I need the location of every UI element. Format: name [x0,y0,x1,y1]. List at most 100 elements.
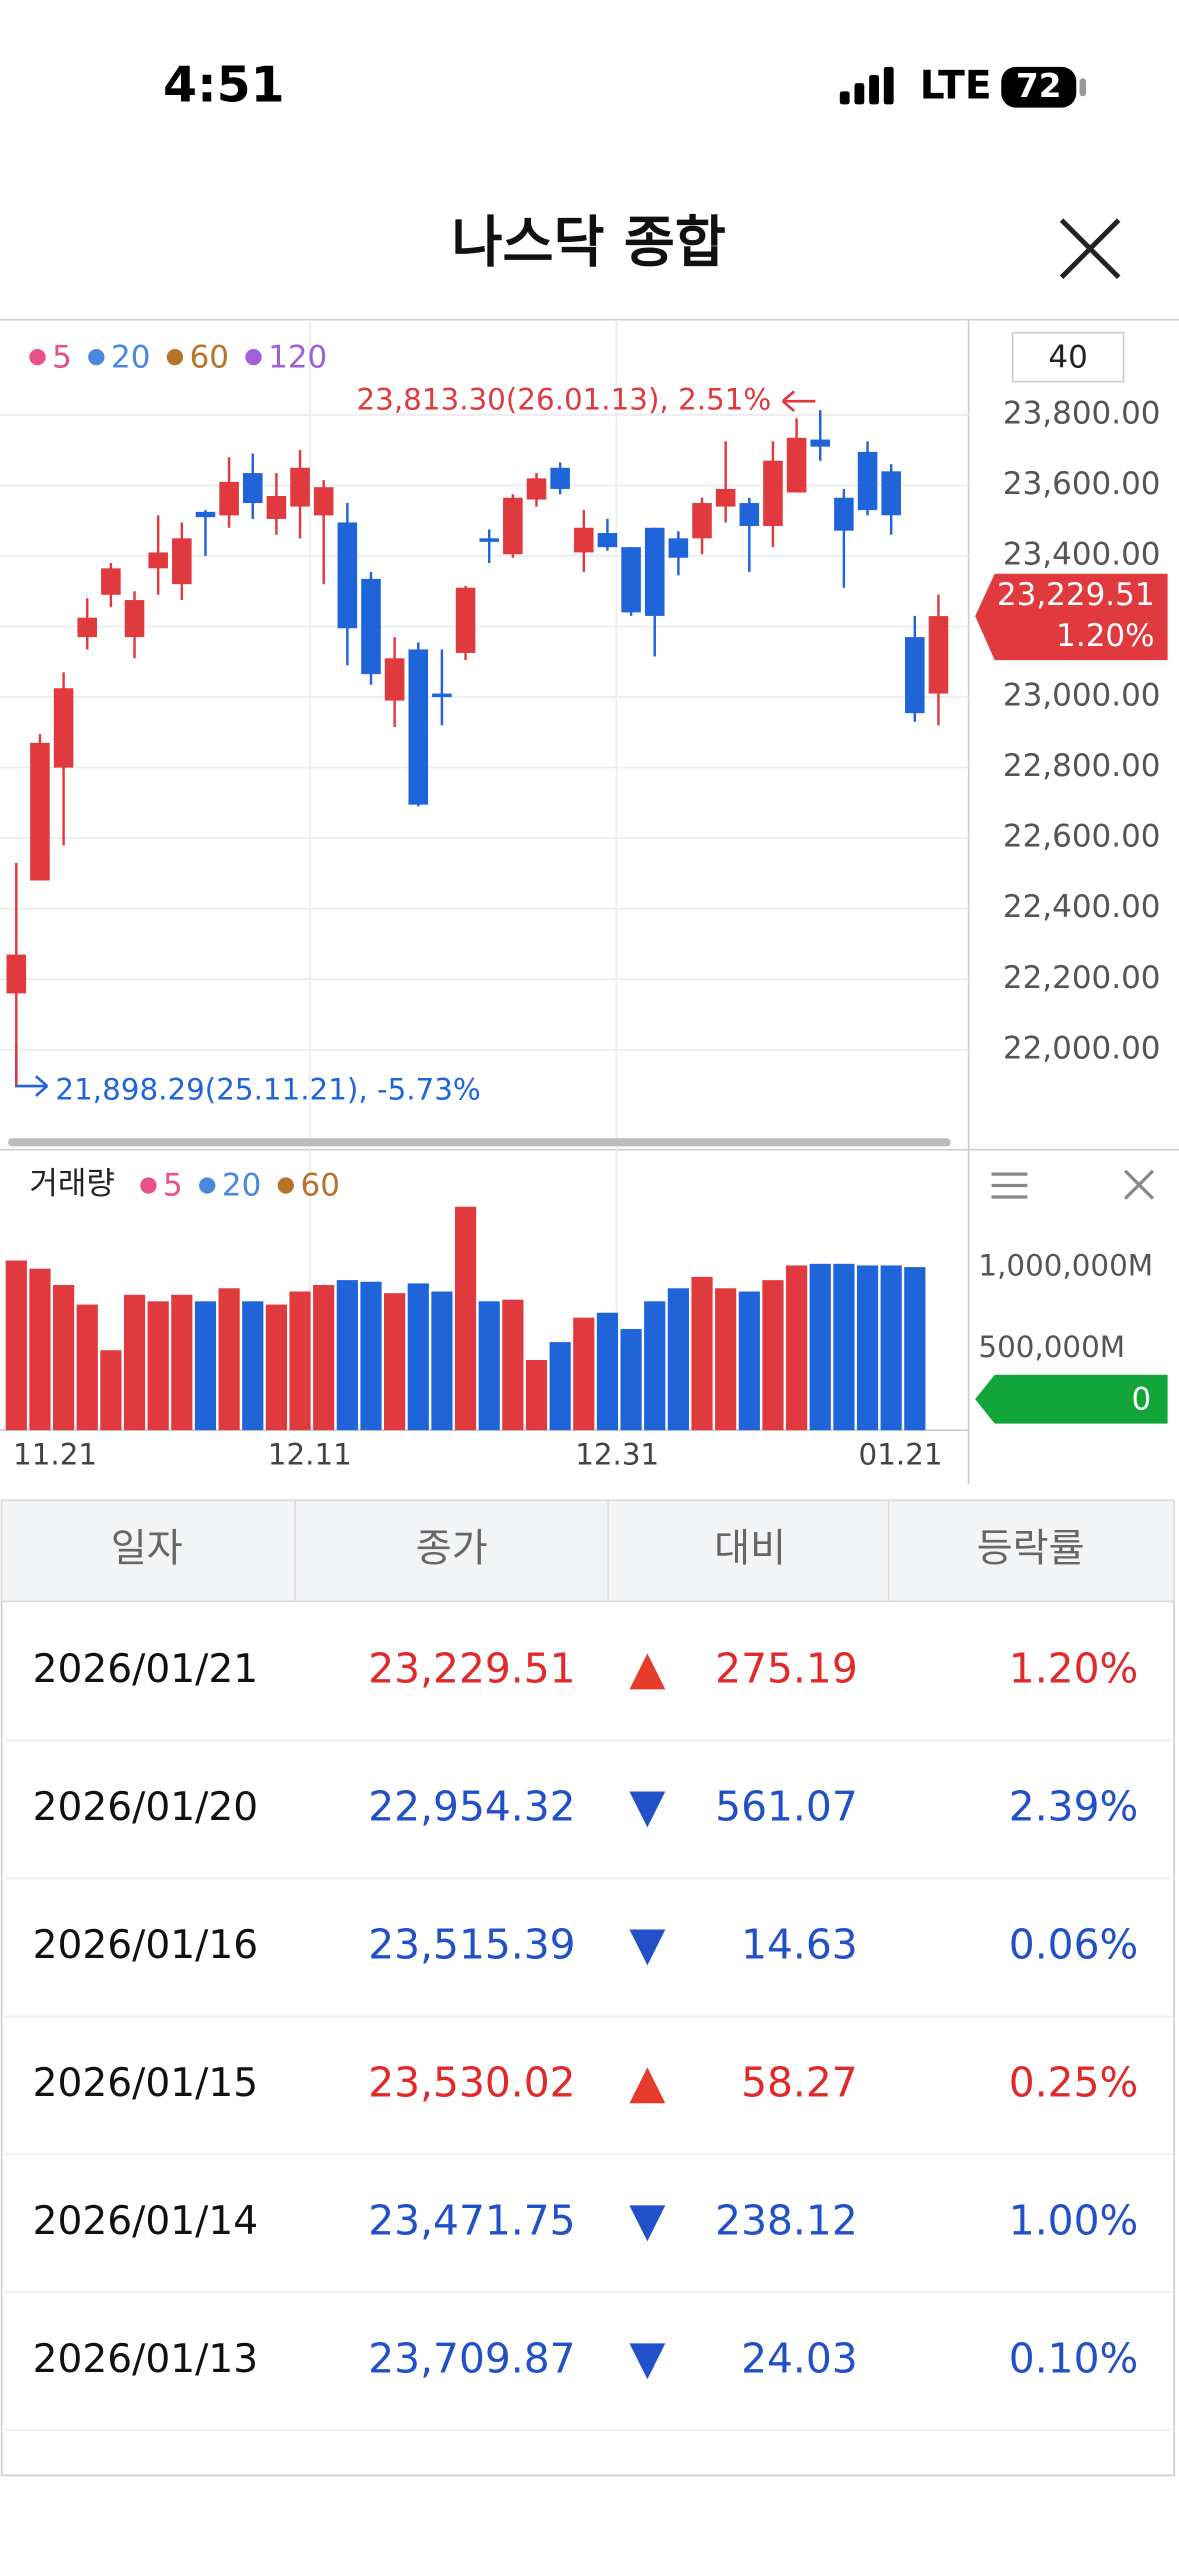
candle-body [621,547,641,613]
volume-bar [644,1301,666,1431]
volume-bar [265,1304,288,1431]
volume-bar [904,1267,926,1431]
row-change: 561.07 [715,1782,858,1830]
volume-bar [786,1265,808,1431]
legend-label: 60 [300,1168,339,1204]
volume-bar [667,1288,689,1431]
volume-bar [171,1294,193,1431]
candle-body [361,578,381,675]
candle-body [313,487,334,516]
row-date: 2026/01/15 [33,2061,259,2106]
volume-bar [29,1268,51,1431]
volume-bar [289,1291,311,1431]
legend-label: 20 [111,339,150,375]
table-header: 대비 [714,1526,786,1571]
high-arrow [781,390,816,412]
candle-body [266,496,287,519]
x-tick-label: 11.21 [13,1438,97,1472]
candle-body [30,742,50,881]
candle-body [526,478,547,500]
row-close: 23,515.39 [368,1920,575,1968]
row-date: 2026/01/13 [33,2337,259,2382]
legend-label: 60 [190,339,229,375]
close-button[interactable] [1059,218,1121,279]
period-input[interactable] [1011,331,1125,383]
candle-body [928,616,949,694]
x-tick-label: 01.21 [859,1438,943,1472]
legend-label: 120 [268,339,327,375]
price-tag-change: 1.20% [1056,618,1154,654]
candle-body [124,600,145,638]
candle-body [195,511,216,518]
candle-body [905,637,925,714]
y-tick-label: 22,000.00 [1003,1030,1161,1066]
candle-body [384,658,405,701]
row-date: 2026/01/16 [33,1923,259,1968]
volume-bar [880,1265,902,1431]
volume-bar [691,1276,713,1431]
candle-body [881,471,901,516]
volume-bar [620,1329,642,1431]
header-title: 나스닥 종합 [452,211,726,275]
candle-body [857,451,878,511]
row-date: 2026/01/20 [33,1785,259,1830]
row-arrow [629,1929,666,1966]
volume-bar [100,1350,122,1431]
row-change: 14.63 [741,1920,858,1968]
candle-body [172,538,192,585]
legend-dot [88,348,105,366]
row-rate: 0.10% [1009,2334,1138,2382]
y-tick-label: 23,400.00 [1003,536,1161,572]
legend-dot [29,348,46,366]
period-input-text: 40 [1048,339,1087,375]
volume-bar [313,1285,335,1431]
row-close: 23,471.75 [368,2196,575,2244]
volume-bar [549,1342,571,1431]
row-date: 2026/01/21 [33,1647,259,1692]
x-tick-label: 12.31 [575,1438,659,1472]
price-tag-price: 23,229.51 [997,577,1155,613]
legend-label: 5 [163,1168,183,1204]
status-time: 4:51 [163,57,285,114]
low-annotation: 21,898.29(25.11.21), -5.73% [55,1072,480,1106]
volume-bar [762,1280,784,1431]
row-close: 22,954.32 [368,1782,575,1830]
candle-body [834,497,854,531]
row-close: 23,229.51 [368,1644,575,1692]
candle-body [242,473,263,504]
candle-body [786,437,807,493]
y-tick-label: 22,400.00 [1003,889,1161,925]
legend-dot [140,1177,157,1194]
volume-bar [454,1206,477,1431]
legend-dot [166,348,184,366]
candle-body [219,481,239,516]
volume-bar [194,1301,217,1431]
volume-tick-label: 500,000M [978,1330,1125,1364]
y-tick-label: 23,800.00 [1003,395,1161,431]
legend-dot [245,348,262,366]
scrollbar[interactable] [8,1138,951,1147]
candle-body [715,488,736,507]
row-change: 58.27 [741,2058,858,2106]
row-arrow [629,1791,666,1828]
table-header: 등락률 [977,1526,1085,1571]
volume-bar [596,1312,619,1431]
menu-icon[interactable] [991,1172,1028,1199]
status-network: LTE [920,64,992,109]
battery-nub [1079,78,1087,97]
volume-bar [809,1263,831,1431]
volume-bar [123,1294,146,1431]
candle-body [479,538,499,542]
candle-body [6,954,27,994]
volume-bar [738,1291,760,1431]
row-arrow [629,2067,666,2104]
volume-close-icon[interactable] [1124,1169,1155,1200]
row-rate: 0.25% [1009,2058,1138,2106]
volume-bar [431,1291,453,1431]
x-tick-label: 12.11 [268,1438,352,1472]
table-header: 일자 [111,1526,183,1571]
volume-bar [76,1304,98,1431]
legend-dot [277,1177,294,1194]
table-header-bg [0,1499,1175,1603]
